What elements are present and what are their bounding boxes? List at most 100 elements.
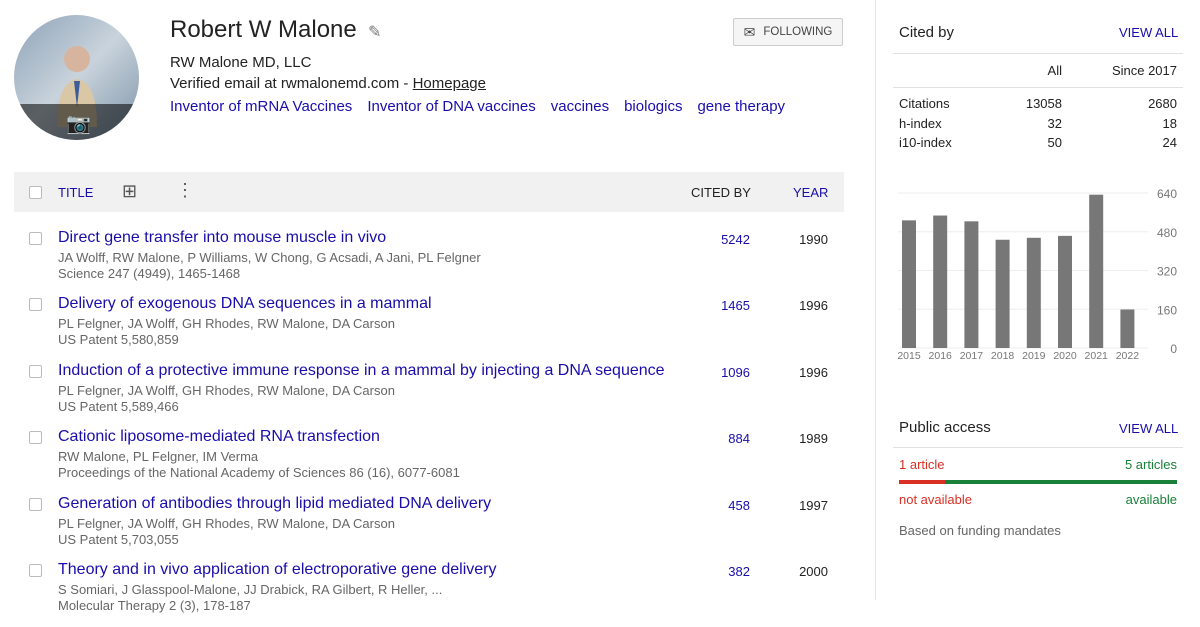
x-tick-label: 2022 bbox=[1116, 350, 1140, 362]
article-venue: Science 247 (4949), 1465-1468 bbox=[58, 266, 241, 281]
public-access-view-all[interactable]: VIEW ALL bbox=[1119, 421, 1179, 436]
article-authors: PL Felgner, JA Wolff, GH Rhodes, RW Malo… bbox=[58, 316, 395, 332]
interest-link[interactable]: Inventor of DNA vaccines bbox=[367, 98, 536, 115]
citations-chart: 0 160 320 480 640 2015 2016 2017 2018 2019 2020 202… bbox=[897, 187, 1177, 362]
row-checkbox[interactable] bbox=[29, 564, 42, 577]
bar-2016[interactable] bbox=[933, 215, 948, 348]
x-tick-label: 2016 bbox=[929, 350, 953, 362]
article-title-link[interactable]: Theory and in vivo application of electr… bbox=[58, 561, 497, 578]
x-tick-label: 2018 bbox=[991, 350, 1015, 362]
x-tick-label: 2020 bbox=[1053, 350, 1077, 362]
sidebar-divider bbox=[875, 0, 876, 600]
homepage-link[interactable]: Homepage bbox=[412, 75, 486, 92]
interest-link[interactable]: gene therapy bbox=[697, 98, 786, 115]
cited-by-count[interactable]: 884 bbox=[728, 431, 750, 447]
article-title-link[interactable]: Direct gene transfer into mouse muscle i… bbox=[58, 229, 387, 246]
add-article-icon[interactable]: ⊞ bbox=[122, 181, 138, 201]
metric-all: 50 bbox=[1047, 135, 1062, 150]
y-tick-label: 160 bbox=[1157, 303, 1177, 317]
article-title-link[interactable]: Cationic liposome-mediated RNA transfect… bbox=[58, 428, 380, 446]
y-tick-label: 640 bbox=[1157, 187, 1177, 201]
interest-link[interactable]: vaccines bbox=[550, 98, 610, 115]
article-title-link[interactable]: Delivery of exogenous DNA sequences in a… bbox=[58, 295, 432, 313]
cited-by-view-all[interactable]: VIEW ALL bbox=[1119, 25, 1179, 40]
y-tick-label: 480 bbox=[1157, 226, 1177, 240]
article-venue: US Patent 5,703,055 bbox=[58, 531, 179, 547]
metric-label: h-index bbox=[899, 115, 942, 131]
x-tick-label: 2021 bbox=[1085, 350, 1109, 362]
row-checkbox[interactable] bbox=[29, 364, 42, 378]
sort-cited-by[interactable]: CITED BY bbox=[691, 185, 751, 200]
bar-2015[interactable] bbox=[902, 220, 916, 348]
cited-by-title: Cited by bbox=[899, 24, 955, 41]
affiliation: RW Malone MD, LLC bbox=[170, 54, 312, 71]
available-count[interactable]: 5 articles bbox=[1124, 457, 1177, 472]
table-row: Induction of a protective immune respons… bbox=[14, 362, 844, 428]
col-since: Since 2017 bbox=[1111, 63, 1177, 78]
row-checkbox[interactable] bbox=[29, 497, 42, 511]
metric-all: 13058 bbox=[1025, 96, 1062, 111]
cited-by-count[interactable]: 458 bbox=[728, 497, 750, 513]
table-row: Generation of antibodies through lipid m… bbox=[14, 495, 844, 561]
y-tick-label: 0 bbox=[1170, 342, 1177, 356]
article-authors: PL Felgner, JA Wolff, GH Rhodes, RW Malo… bbox=[58, 515, 395, 531]
envelope-icon: ✉ bbox=[743, 23, 756, 40]
sort-year[interactable]: YEAR bbox=[793, 185, 829, 200]
public-access-title: Public access bbox=[899, 419, 991, 436]
article-venue: Molecular Therapy 2 (3), 178-187 bbox=[58, 598, 251, 613]
article-year: 1996 bbox=[799, 298, 828, 314]
article-authors: PL Felgner, JA Wolff, GH Rhodes, RW Malo… bbox=[58, 382, 395, 398]
cited-by-count[interactable]: 5242 bbox=[721, 232, 750, 247]
article-year: 1990 bbox=[799, 232, 828, 247]
article-venue: US Patent 5,589,466 bbox=[58, 398, 179, 414]
article-title-link[interactable]: Generation of antibodies through lipid m… bbox=[58, 494, 492, 512]
table-header: TITLE ⊞ ⋮ CITED BY YEAR bbox=[14, 172, 844, 212]
x-tick-label: 2017 bbox=[960, 350, 984, 362]
article-authors: JA Wolff, RW Malone, P Williams, W Chong… bbox=[58, 250, 481, 265]
cited-by-count[interactable]: 1096 bbox=[721, 364, 750, 380]
row-checkbox[interactable] bbox=[29, 298, 42, 312]
bar-2022[interactable] bbox=[1120, 309, 1135, 348]
interest-link[interactable]: Inventor of mRNA Vaccines bbox=[170, 98, 353, 115]
add-photo-camera-icon[interactable]: 📷 bbox=[66, 113, 91, 135]
article-venue: US Patent 5,580,859 bbox=[58, 332, 179, 348]
following-button[interactable]: ✉ FOLLOWING bbox=[733, 18, 843, 46]
metric-label: Citations bbox=[899, 96, 950, 111]
article-title-link[interactable]: Induction of a protective immune respons… bbox=[58, 361, 665, 379]
available-label: available bbox=[1125, 492, 1177, 507]
article-year: 1989 bbox=[799, 431, 828, 447]
verified-email: Verified email at rwmalonemd.com - Homep… bbox=[170, 75, 486, 92]
metric-label: i10-index bbox=[899, 135, 952, 150]
cited-by-count[interactable]: 1465 bbox=[721, 298, 750, 314]
avatar[interactable]: 📷 bbox=[14, 15, 139, 140]
public-access-bar bbox=[899, 480, 1177, 484]
interests: Inventor of mRNA Vaccines Inventor of DN… bbox=[170, 98, 785, 115]
sort-title[interactable]: TITLE bbox=[58, 185, 94, 200]
bar-2019[interactable] bbox=[1026, 237, 1041, 348]
metric-since: 24 bbox=[1162, 135, 1177, 150]
article-authors: RW Malone, PL Felgner, IM Verma bbox=[58, 449, 259, 465]
row-checkbox[interactable] bbox=[29, 232, 42, 245]
interest-link[interactable]: biologics bbox=[624, 98, 683, 115]
profile-name: Robert W Malone bbox=[170, 16, 357, 43]
metric-since: 2680 bbox=[1148, 96, 1177, 111]
edit-pencil-icon[interactable]: ✎ bbox=[368, 24, 382, 41]
funding-mandates-note: Based on funding mandates bbox=[899, 523, 1061, 538]
article-year: 2000 bbox=[799, 564, 828, 579]
bar-2021[interactable] bbox=[1089, 194, 1104, 348]
x-tick-label: 2015 bbox=[897, 350, 921, 362]
bar-2020[interactable] bbox=[1058, 235, 1072, 348]
article-venue: Proceedings of the National Academy of S… bbox=[58, 465, 460, 481]
row-checkbox[interactable] bbox=[29, 431, 42, 445]
table-row: Cationic liposome-mediated RNA transfect… bbox=[14, 428, 844, 494]
select-all-checkbox[interactable] bbox=[29, 186, 42, 199]
cited-by-count[interactable]: 382 bbox=[728, 564, 750, 579]
table-row: Direct gene transfer into mouse muscle i… bbox=[14, 229, 844, 295]
article-authors: S Somiari, J Glasspool-Malone, JJ Drabic… bbox=[58, 582, 443, 597]
metric-all: 32 bbox=[1047, 115, 1062, 131]
bar-2018[interactable] bbox=[995, 239, 1010, 348]
not-available-count[interactable]: 1 article bbox=[899, 457, 945, 472]
more-vert-icon[interactable]: ⋮ bbox=[176, 180, 194, 200]
bar-2017[interactable] bbox=[964, 221, 979, 348]
not-available-label: not available bbox=[899, 492, 972, 507]
